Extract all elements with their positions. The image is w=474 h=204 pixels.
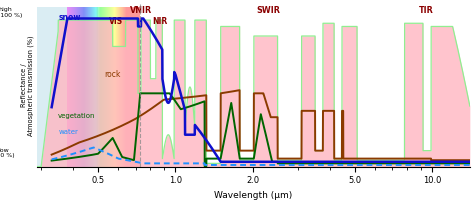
X-axis label: Wavelength (μm): Wavelength (μm) <box>214 191 292 200</box>
Text: snow: snow <box>58 13 81 22</box>
Text: SWIR: SWIR <box>256 6 280 15</box>
Text: rock: rock <box>104 70 121 79</box>
Text: VNIR: VNIR <box>130 6 152 15</box>
Text: NIR: NIR <box>152 17 167 26</box>
Text: high
(100 %): high (100 %) <box>0 7 23 18</box>
Text: VIS: VIS <box>109 17 124 26</box>
Y-axis label: Reflectance /
Atmospheric transmission (%): Reflectance / Atmospheric transmission (… <box>21 35 35 136</box>
Text: low
(0 %): low (0 %) <box>0 148 15 159</box>
Text: water: water <box>58 129 78 135</box>
Text: TIR: TIR <box>419 6 434 15</box>
Text: vegetation: vegetation <box>58 113 96 119</box>
